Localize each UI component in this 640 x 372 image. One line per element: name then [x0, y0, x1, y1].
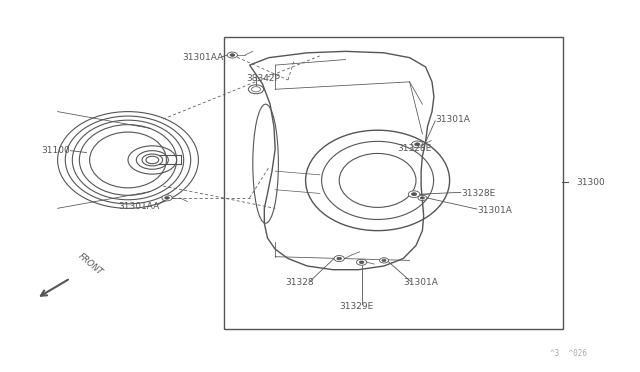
- Circle shape: [412, 141, 423, 148]
- Circle shape: [334, 256, 344, 262]
- Text: 31300: 31300: [576, 178, 605, 187]
- Circle shape: [359, 261, 364, 264]
- Circle shape: [356, 259, 367, 265]
- Circle shape: [227, 52, 237, 58]
- Circle shape: [408, 191, 420, 198]
- Circle shape: [420, 197, 424, 199]
- Text: 31301A: 31301A: [435, 115, 470, 124]
- Circle shape: [337, 257, 342, 260]
- Circle shape: [412, 193, 417, 196]
- Circle shape: [415, 143, 420, 146]
- Circle shape: [380, 258, 388, 263]
- Circle shape: [162, 195, 172, 201]
- Text: ^3  ^026: ^3 ^026: [550, 349, 588, 358]
- Text: 38342P: 38342P: [246, 74, 280, 83]
- Text: 31329E: 31329E: [339, 302, 374, 311]
- Text: 31301A: 31301A: [477, 206, 511, 215]
- Text: 31301AA: 31301AA: [182, 53, 223, 62]
- Text: 31328: 31328: [285, 278, 314, 287]
- Text: 31328E: 31328E: [397, 144, 431, 153]
- Text: 31328E: 31328E: [461, 189, 495, 198]
- Text: 31100: 31100: [42, 146, 70, 155]
- Text: 31301A: 31301A: [403, 278, 438, 287]
- Circle shape: [382, 259, 386, 262]
- Circle shape: [230, 54, 235, 57]
- Bar: [224, 37, 563, 329]
- Text: 31301AA: 31301AA: [118, 202, 159, 211]
- Circle shape: [418, 195, 427, 201]
- Text: FRONT: FRONT: [77, 251, 104, 277]
- Circle shape: [164, 196, 170, 199]
